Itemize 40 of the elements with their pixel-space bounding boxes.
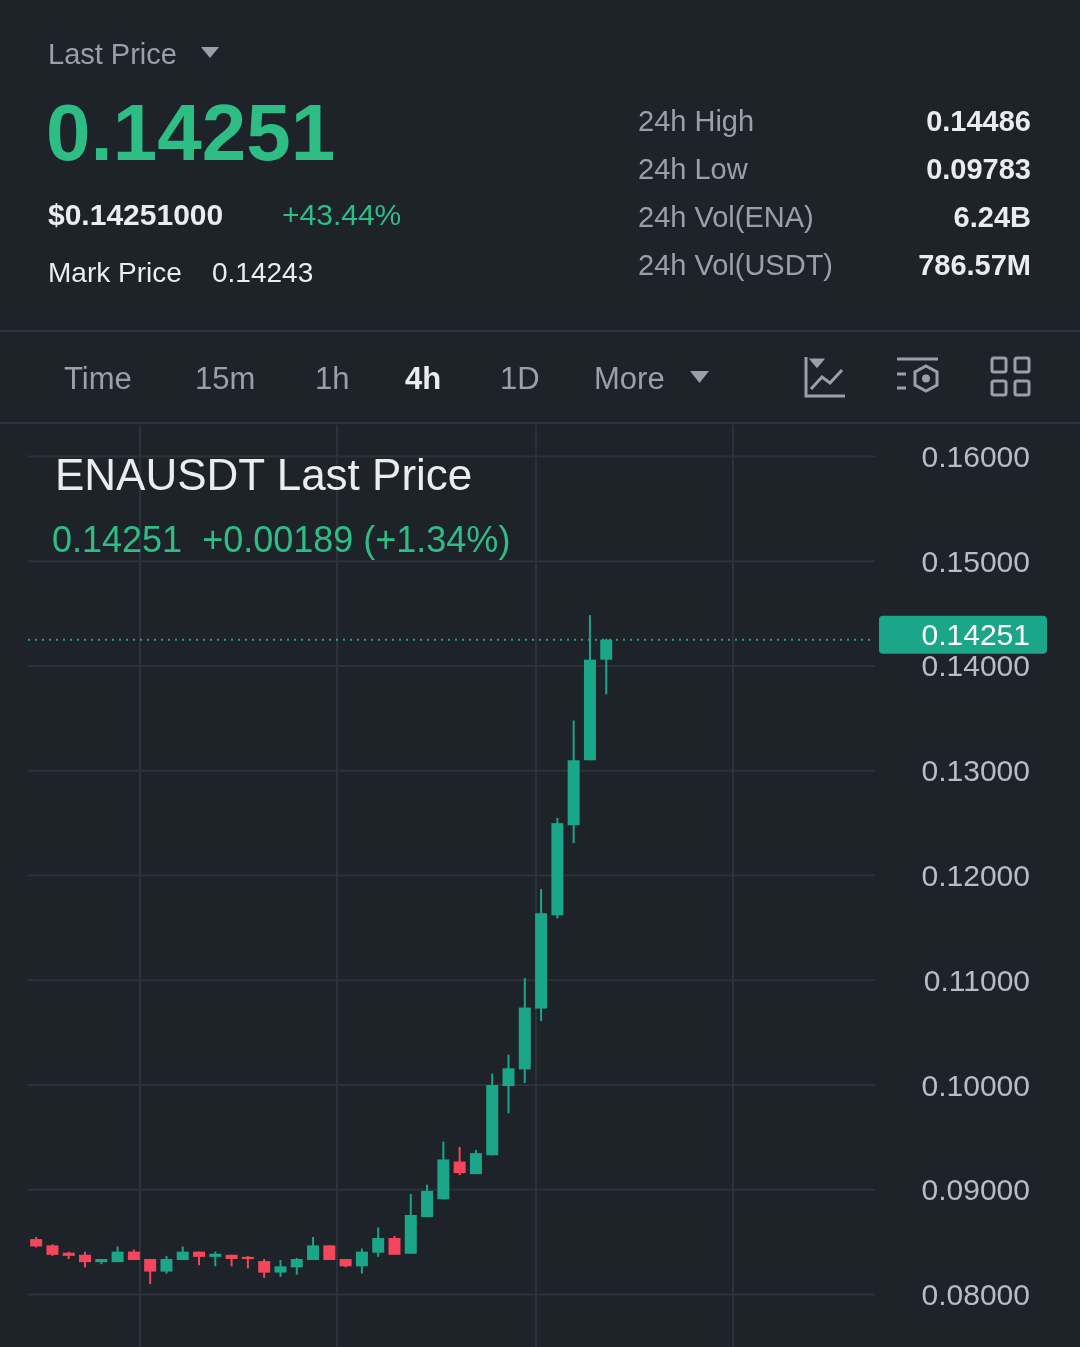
text: $0.14251000: [48, 198, 224, 231]
candlestick: [453, 1145, 466, 1177]
y-tick-label: 0.08000: [921, 1278, 1030, 1312]
text: 0.09783: [926, 153, 1031, 185]
text: 4h: [405, 361, 442, 396]
candlestick: [388, 1234, 401, 1256]
text: 0.14243: [212, 257, 314, 288]
text: 0.14251 +0.00189 (+1.34%): [52, 519, 511, 560]
text: +43.44%: [282, 198, 402, 231]
ref-line-label: 0.14251: [921, 618, 1030, 652]
text: 1h: [315, 361, 350, 396]
y-tick-label: 0.09000: [921, 1173, 1030, 1207]
text: Mark Price: [48, 257, 182, 288]
candlestick: [258, 1257, 271, 1279]
y-tick-label: 0.15000: [921, 544, 1030, 578]
text: 24h Vol(ENA): [638, 201, 814, 233]
candlestick: [372, 1226, 385, 1258]
text: 15m: [195, 361, 256, 396]
text: 24h High: [638, 105, 755, 137]
y-tick-label: 0.12000: [921, 859, 1030, 893]
text: 0.14251: [46, 88, 336, 177]
text: 1D: [500, 361, 540, 396]
text: 6.24B: [953, 201, 1031, 233]
text: Last Price: [48, 38, 177, 70]
candlestick: [502, 1053, 515, 1115]
y-tick-label: 0.11000: [923, 963, 1030, 997]
y-tick-label: 0.13000: [921, 754, 1030, 788]
text: 24h Vol(USDT): [638, 249, 834, 281]
text: 0.14486: [926, 105, 1031, 137]
text: Time: [64, 361, 132, 396]
text: ENAUSDT Last Price: [55, 450, 473, 499]
text: 786.57M: [918, 249, 1031, 281]
candlestick: [355, 1247, 368, 1275]
y-tick-label: 0.14000: [921, 649, 1030, 683]
y-tick-label: 0.16000: [921, 439, 1030, 473]
candlestick: [469, 1149, 482, 1176]
y-tick-label: 0.10000: [921, 1068, 1030, 1102]
text: More: [594, 361, 665, 396]
text: 24h Low: [638, 153, 749, 185]
candlestick: [144, 1257, 157, 1286]
